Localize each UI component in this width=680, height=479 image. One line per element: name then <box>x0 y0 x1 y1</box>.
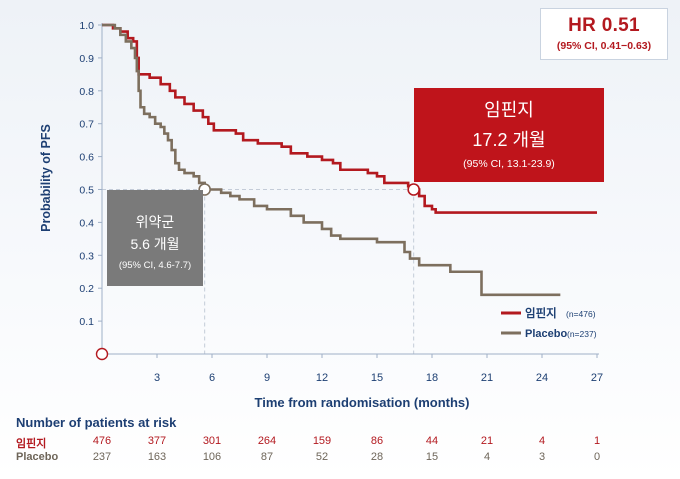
x-tick-label: 27 <box>591 372 603 384</box>
risk-table-cell: 0 <box>593 451 601 463</box>
hazard-ratio-value: HR 0.51 <box>568 15 640 36</box>
y-tick-label: 0.2 <box>79 283 94 295</box>
legend: 임핀지 (n=476) Placebo (n=237) <box>501 306 597 340</box>
legend-n-label: (n=476) <box>566 309 596 319</box>
origin-marker <box>95 347 109 361</box>
y-tick-label: 0.8 <box>79 86 94 98</box>
hazard-ratio-box: HR 0.51 (95% CI, 0.41−0.63) <box>540 8 668 60</box>
risk-table-cell: 4 <box>483 451 491 463</box>
y-tick-label: 0.4 <box>79 217 94 229</box>
legend-n-label: (n=237) <box>567 329 597 339</box>
y-tick-label: 0.5 <box>79 185 94 197</box>
callout-ci: (95% CI, 4.6-7.7) <box>118 260 192 271</box>
risk-table-cell: 237 <box>92 451 112 463</box>
series-lines <box>102 23 597 297</box>
risk-table-cell: 15 <box>425 451 439 463</box>
risk-table-cell: 106 <box>202 451 222 463</box>
risk-table-cell: 86 <box>370 435 384 447</box>
risk-table-cell: 264 <box>257 435 277 447</box>
x-tick-label: 3 <box>154 372 160 384</box>
risk-row-label-placebo: Placebo <box>16 451 59 463</box>
x-tick-label: 15 <box>371 372 383 384</box>
risk-table-cell: 3 <box>538 451 546 463</box>
y-tick-label: 0.3 <box>79 250 94 262</box>
y-tick-label: 0.1 <box>79 316 94 328</box>
imfinzi-median-callout: 임핀지 17.2 개월 (95% CI, 13.1-23.9) <box>414 88 604 182</box>
callout-median-months: 5.6 개월 <box>130 236 180 252</box>
median-markers <box>95 183 420 361</box>
risk-table-cell: 44 <box>425 435 439 447</box>
risk-table-cell: 21 <box>480 435 494 447</box>
risk-table-cell: 476 <box>92 435 112 447</box>
risk-table-cell: 163 <box>147 451 167 463</box>
callout-drug-name: 임핀지 <box>484 100 534 120</box>
hazard-ratio-ci: (95% CI, 0.41−0.63) <box>556 40 652 52</box>
risk-table-title: Number of patients at risk <box>16 415 177 430</box>
imfinzi-median-marker <box>407 183 420 196</box>
x-tick-label: 6 <box>209 372 215 384</box>
risk-table-cell: 87 <box>260 451 274 463</box>
x-tick-label: 9 <box>264 372 270 384</box>
x-tick-label: 18 <box>426 372 438 384</box>
risk-table-cell: 52 <box>315 451 329 463</box>
risk-table-cell: 301 <box>202 435 222 447</box>
risk-table-cell: 28 <box>370 451 384 463</box>
y-axis-label: Probability of PFS <box>39 124 53 232</box>
risk-table-cell: 159 <box>312 435 332 447</box>
x-tick-label: 24 <box>536 372 548 384</box>
axes: 0.1 0.2 0.3 0.4 0.5 0.6 0.7 0.8 0.9 1.0 3 6 9 12 15 18 2… <box>79 20 603 384</box>
risk-table-cell: 377 <box>147 435 167 447</box>
risk-table-cell: 4 <box>538 435 546 447</box>
y-tick-label: 1.0 <box>79 20 94 32</box>
y-tick-label: 0.6 <box>79 152 94 164</box>
x-tick-label: 12 <box>316 372 328 384</box>
risk-table-cell: 1 <box>593 435 601 447</box>
median-guides <box>102 189 415 354</box>
y-tick-label: 0.7 <box>79 119 94 131</box>
legend-label: 임핀지 <box>525 306 557 320</box>
callout-ci: (95% CI, 13.1-23.9) <box>463 158 555 170</box>
legend-label: Placebo <box>525 328 567 340</box>
callout-drug-name: 위약군 <box>135 214 175 230</box>
y-tick-label: 0.9 <box>79 53 94 65</box>
x-tick-label: 21 <box>481 372 493 384</box>
risk-row-label-imfinzi: 임핀지 <box>16 438 47 450</box>
callout-median-months: 17.2 개월 <box>472 130 546 150</box>
x-axis-label: Time from randomisation (months) <box>255 395 470 410</box>
placebo-survival-curve <box>102 23 561 297</box>
placebo-median-callout: 위약군 5.6 개월 (95% CI, 4.6-7.7) <box>107 190 203 286</box>
